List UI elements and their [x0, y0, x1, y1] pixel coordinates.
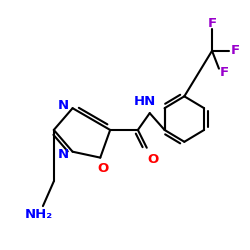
- Text: HN: HN: [134, 95, 156, 108]
- Text: N: N: [58, 148, 69, 161]
- Text: N: N: [58, 99, 69, 112]
- Text: O: O: [98, 162, 109, 174]
- Text: NH₂: NH₂: [25, 208, 53, 220]
- Text: F: F: [231, 44, 240, 57]
- Text: F: F: [219, 66, 228, 79]
- Text: O: O: [147, 153, 158, 166]
- Text: F: F: [208, 17, 216, 30]
